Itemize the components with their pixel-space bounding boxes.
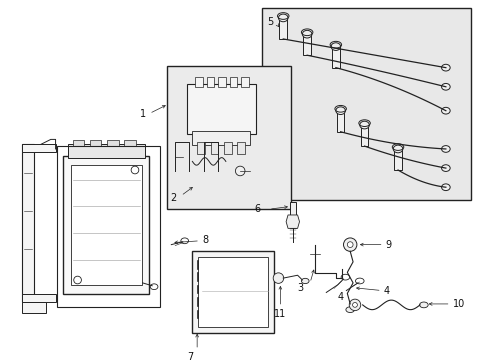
Ellipse shape (302, 30, 311, 38)
Bar (68, 144, 144, 158)
Polygon shape (285, 215, 299, 228)
Ellipse shape (441, 184, 449, 190)
Ellipse shape (355, 278, 364, 284)
Text: 2: 2 (170, 193, 176, 203)
Bar (166, 66, 290, 209)
Ellipse shape (441, 64, 449, 71)
Bar (71, 165, 142, 285)
Bar (22, 302, 46, 314)
Text: 6: 6 (254, 204, 260, 214)
Ellipse shape (441, 107, 449, 114)
Circle shape (343, 238, 356, 251)
Bar (197, 142, 204, 154)
Ellipse shape (181, 238, 188, 244)
Bar (303, 34, 310, 55)
Text: 8: 8 (202, 235, 207, 245)
Text: 9: 9 (385, 240, 391, 249)
Text: 11: 11 (273, 310, 285, 319)
Ellipse shape (441, 145, 449, 152)
Ellipse shape (335, 107, 345, 114)
Bar (262, 8, 470, 200)
Ellipse shape (419, 302, 427, 308)
Bar (22, 144, 56, 152)
Circle shape (273, 273, 283, 283)
Circle shape (74, 276, 81, 284)
Ellipse shape (392, 145, 402, 153)
Ellipse shape (330, 43, 340, 50)
Bar (241, 77, 248, 87)
Text: 1: 1 (140, 109, 145, 118)
Bar (73, 140, 84, 146)
Bar (289, 202, 295, 219)
Bar (279, 18, 286, 39)
Bar (90, 140, 102, 146)
Bar (198, 257, 267, 327)
Circle shape (131, 166, 139, 174)
Text: 4: 4 (383, 285, 389, 296)
Text: 5: 5 (266, 17, 273, 27)
FancyBboxPatch shape (186, 84, 255, 134)
Bar (237, 142, 244, 154)
Ellipse shape (441, 165, 449, 171)
Bar (229, 77, 237, 87)
Bar (57, 146, 160, 307)
Bar (195, 77, 203, 87)
Bar (192, 131, 249, 145)
Circle shape (346, 242, 352, 247)
Bar (336, 111, 344, 132)
Bar (22, 294, 56, 302)
Ellipse shape (359, 121, 368, 129)
Bar (360, 125, 367, 146)
Circle shape (348, 299, 360, 311)
Text: 4: 4 (337, 292, 343, 302)
Ellipse shape (278, 14, 287, 22)
Bar (218, 77, 225, 87)
Bar (22, 144, 34, 302)
Bar (63, 156, 149, 294)
Bar (124, 140, 136, 146)
Text: 10: 10 (451, 299, 464, 309)
Ellipse shape (441, 84, 449, 90)
Bar (210, 142, 218, 154)
Ellipse shape (345, 307, 354, 312)
Ellipse shape (301, 278, 308, 284)
Text: 3: 3 (297, 283, 303, 293)
Bar (192, 251, 273, 333)
Bar (224, 142, 231, 154)
Ellipse shape (341, 274, 349, 280)
Circle shape (235, 166, 244, 176)
Bar (331, 46, 339, 68)
Bar (206, 77, 214, 87)
Bar (107, 140, 119, 146)
Text: 7: 7 (187, 352, 193, 360)
Bar (393, 149, 401, 170)
Circle shape (352, 302, 357, 307)
Ellipse shape (150, 284, 158, 289)
